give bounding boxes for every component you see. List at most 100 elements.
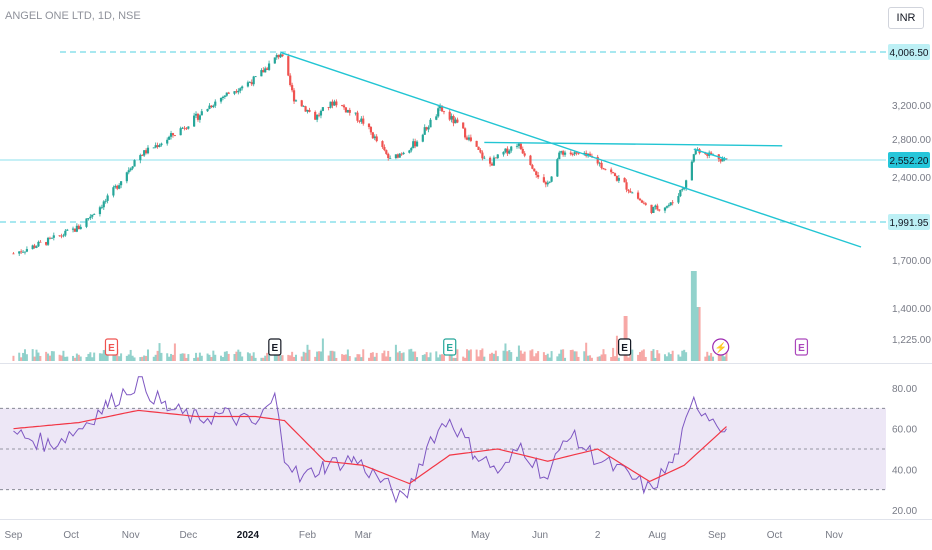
volume-bar	[496, 356, 499, 361]
candle	[481, 152, 484, 159]
volume-bar	[644, 356, 647, 361]
candle	[627, 189, 630, 192]
volume-bar	[658, 353, 661, 361]
volume-bar	[37, 352, 40, 361]
earnings-marker[interactable]	[794, 338, 809, 356]
volume-bar	[560, 349, 563, 361]
volume-bar	[173, 343, 176, 361]
candle	[706, 154, 709, 156]
volume-bar	[362, 349, 365, 361]
earnings-marker[interactable]	[104, 338, 119, 356]
candle	[329, 101, 332, 108]
volume-bar	[692, 271, 695, 361]
volume-bar	[721, 351, 724, 361]
volume-bar	[344, 354, 347, 361]
volume-bar	[25, 354, 28, 361]
volume-bar	[425, 352, 428, 361]
candle	[560, 151, 563, 153]
volume-bar	[293, 356, 296, 361]
volume-bar	[373, 356, 376, 361]
volume-bar	[583, 351, 586, 361]
candle	[548, 181, 551, 183]
volume-bar	[66, 356, 69, 361]
candle	[62, 235, 65, 237]
volume-bar	[77, 354, 80, 361]
volume-bar	[558, 353, 561, 361]
volume-bar	[615, 335, 618, 361]
volume-bar	[665, 356, 668, 361]
volume-bar	[300, 356, 303, 361]
volume-bar	[133, 357, 136, 361]
time-axis-label: Nov	[825, 530, 843, 541]
candle	[440, 105, 444, 112]
volume-bar	[87, 353, 90, 361]
volume-bar	[612, 347, 615, 361]
volume-bar	[260, 357, 263, 361]
candle	[448, 111, 451, 120]
candle	[523, 153, 526, 156]
volume-bar	[725, 351, 728, 361]
volume-bar	[448, 350, 451, 361]
candle	[208, 105, 211, 109]
candle	[429, 119, 432, 128]
volume-bar	[212, 350, 215, 361]
volume-bar	[696, 307, 699, 361]
volume-bar	[62, 350, 65, 361]
volume-bar	[600, 354, 603, 361]
earnings-marker[interactable]	[443, 338, 457, 356]
volume-bar	[573, 351, 576, 361]
candle	[362, 118, 365, 124]
volume-bar	[98, 353, 101, 361]
time-axis-label: Sep	[708, 530, 726, 541]
candle	[358, 120, 361, 122]
candle	[402, 152, 405, 155]
volume-bar	[467, 350, 470, 361]
candle	[39, 241, 42, 243]
trendline[interactable]	[484, 141, 783, 147]
candle	[183, 127, 186, 129]
candle	[58, 235, 61, 237]
volume-bar	[464, 357, 467, 361]
dividend-marker[interactable]	[712, 338, 730, 356]
candle	[210, 105, 213, 108]
volume-bar	[585, 342, 588, 361]
volume-bar	[341, 354, 344, 361]
volume-bar	[12, 355, 15, 361]
rsi-ma-line	[13, 409, 727, 485]
candle	[104, 200, 107, 202]
candle	[18, 251, 21, 254]
volume-bar	[523, 351, 526, 361]
earnings-marker[interactable]	[618, 338, 632, 356]
currency-button[interactable]: INR	[888, 7, 924, 29]
volume-bar	[669, 354, 672, 361]
volume-bar	[127, 354, 130, 361]
volume-bar	[335, 357, 338, 361]
volume-bar	[221, 357, 224, 361]
candle	[535, 171, 538, 176]
candle	[262, 70, 265, 73]
price-tick-label: 2,400.00	[892, 173, 931, 184]
event-label: E	[108, 343, 115, 354]
volume-bar	[548, 357, 551, 361]
volume-bar	[214, 354, 217, 361]
volume-bar	[225, 351, 228, 361]
candle	[439, 105, 442, 109]
trendline[interactable]	[280, 51, 862, 248]
trendline[interactable]	[693, 148, 727, 161]
price-highlight-box	[888, 152, 930, 168]
volume-bar	[360, 357, 363, 361]
candle	[316, 114, 319, 120]
candle	[652, 206, 655, 213]
volume-bar	[237, 349, 240, 361]
candle	[306, 109, 309, 112]
candle	[650, 204, 653, 213]
earnings-marker[interactable]	[268, 338, 282, 356]
candle	[369, 127, 373, 133]
candle	[398, 153, 401, 158]
candle	[160, 143, 163, 146]
candle	[550, 176, 553, 182]
volume-bar	[291, 351, 294, 361]
candle	[427, 127, 430, 130]
volume-bar	[469, 349, 472, 361]
